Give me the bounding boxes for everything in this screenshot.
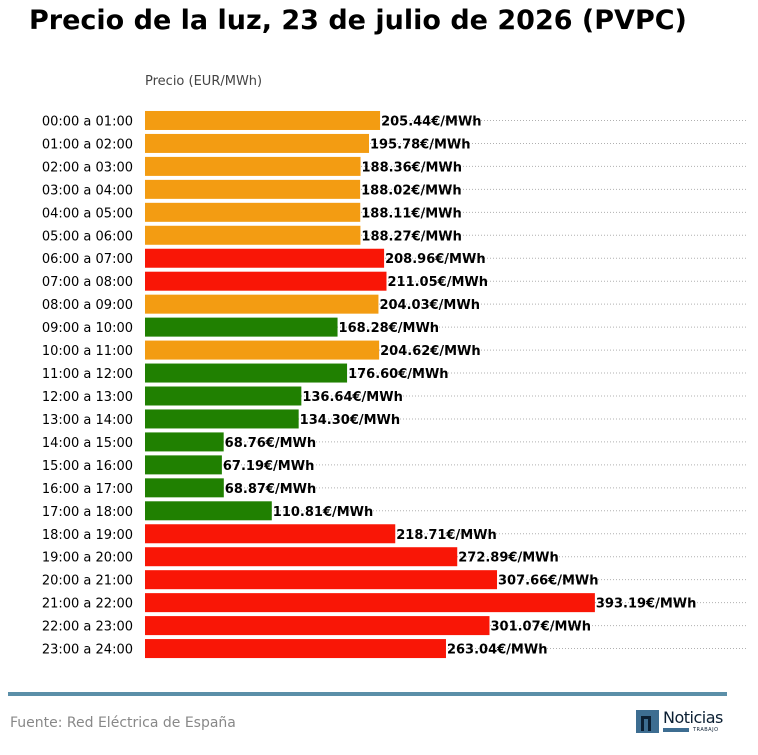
- source-note: Fuente: Red Eléctrica de España: [10, 715, 236, 731]
- bar: [145, 317, 338, 337]
- category-tick-label: 02:00 a 03:00: [42, 160, 133, 175]
- category-tick-label: 18:00 a 19:00: [42, 528, 133, 543]
- bar-value-label: 168.28€/MWh: [339, 321, 440, 336]
- bar-value-label: 188.27€/MWh: [361, 229, 462, 244]
- category-tick-label: 22:00 a 23:00: [42, 620, 133, 635]
- bar-value-label: 68.87€/MWh: [225, 482, 316, 497]
- category-tick-label: 19:00 a 20:00: [42, 551, 133, 566]
- bar: [145, 363, 348, 383]
- bar: [145, 501, 272, 521]
- bar: [145, 156, 361, 176]
- bar-value-label: 188.02€/MWh: [361, 183, 462, 198]
- bar: [145, 547, 458, 567]
- bar: [145, 110, 381, 130]
- category-tick-label: 17:00 a 18:00: [42, 505, 133, 520]
- bar-value-label: 301.07€/MWh: [490, 620, 590, 635]
- category-tick-label: 00:00 a 01:00: [42, 114, 133, 129]
- bar-value-label: 204.62€/MWh: [380, 344, 481, 359]
- bar: [145, 133, 370, 153]
- category-tick-label: 11:00 a 12:00: [42, 367, 133, 382]
- bar-value-label: 136.64€/MWh: [302, 390, 403, 405]
- bar: [145, 432, 224, 452]
- bar: [145, 179, 361, 199]
- category-tick-label: 08:00 a 09:00: [42, 298, 133, 313]
- category-tick-label: 03:00 a 04:00: [42, 183, 133, 198]
- category-tick-label: 15:00 a 16:00: [42, 459, 133, 474]
- logo-underline: [663, 728, 689, 732]
- bar: [145, 593, 595, 613]
- category-tick-label: 14:00 a 15:00: [42, 436, 133, 451]
- bar-value-label: 307.66€/MWh: [498, 574, 599, 589]
- bar-value-label: 205.44€/MWh: [381, 114, 482, 129]
- bar: [145, 225, 361, 245]
- category-tick-label: 01:00 a 02:00: [42, 137, 133, 152]
- bar: [145, 271, 387, 291]
- footer-rule: [8, 692, 727, 696]
- bar-value-label: 195.78€/MWh: [370, 137, 471, 152]
- bar-value-label: 67.19€/MWh: [223, 459, 314, 474]
- category-tick-label: 04:00 a 05:00: [42, 206, 133, 221]
- category-tick-label: 13:00 a 14:00: [42, 413, 133, 428]
- bar-value-label: 188.11€/MWh: [361, 206, 462, 221]
- bar-value-label: 204.03€/MWh: [379, 298, 480, 313]
- category-tick-label: 07:00 a 08:00: [42, 275, 133, 290]
- category-tick-label: 23:00 a 24:00: [42, 643, 133, 658]
- bar: [145, 639, 446, 659]
- noticias-trabajo-logo: Noticias TRABAJO: [636, 708, 731, 736]
- bar: [145, 478, 224, 498]
- category-tick-label: 09:00 a 10:00: [42, 321, 133, 336]
- category-tick-label: 10:00 a 11:00: [42, 344, 133, 359]
- bar: [145, 409, 299, 429]
- logo-mark-icon: [636, 710, 659, 733]
- bar-value-label: 176.60€/MWh: [348, 367, 449, 382]
- bar-value-label: 263.04€/MWh: [447, 643, 547, 658]
- category-tick-label: 20:00 a 21:00: [42, 574, 133, 589]
- bar: [145, 386, 302, 406]
- bar: [145, 294, 379, 314]
- category-tick-label: 16:00 a 17:00: [42, 482, 133, 497]
- category-tick-label: 05:00 a 06:00: [42, 229, 133, 244]
- bar-value-label: 393.19€/MWh: [596, 597, 697, 612]
- bar: [145, 524, 396, 544]
- bar-value-label: 211.05€/MWh: [387, 275, 488, 290]
- bar-value-label: 218.71€/MWh: [396, 528, 497, 543]
- y-axis-label: Precio (EUR/MWh): [145, 74, 263, 89]
- bar: [145, 570, 498, 590]
- category-tick-label: 12:00 a 13:00: [42, 390, 133, 405]
- bar-value-label: 134.30€/MWh: [300, 413, 401, 428]
- logo-wordmark: Noticias: [663, 708, 723, 727]
- bar: [145, 455, 222, 475]
- bar: [145, 248, 385, 268]
- category-tick-label: 06:00 a 07:00: [42, 252, 133, 267]
- bar-value-label: 110.81€/MWh: [273, 505, 374, 520]
- logo-subtitle: TRABAJO: [693, 727, 719, 733]
- bar-value-label: 188.36€/MWh: [362, 160, 463, 175]
- bar-value-label: 272.89€/MWh: [458, 551, 559, 566]
- chart-title: Precio de la luz, 23 de julio de 2026 (P…: [29, 5, 687, 36]
- bar-value-label: 208.96€/MWh: [385, 252, 486, 267]
- bar: [145, 616, 490, 636]
- bar: [145, 340, 380, 360]
- bar-chart: 00:00 a 01:00 205.44€/MWh 01:00 a 02:00 195…: [42, 110, 748, 659]
- bar: [145, 202, 361, 222]
- bar-value-label: 68.76€/MWh: [225, 436, 316, 451]
- category-tick-label: 21:00 a 22:00: [42, 597, 133, 612]
